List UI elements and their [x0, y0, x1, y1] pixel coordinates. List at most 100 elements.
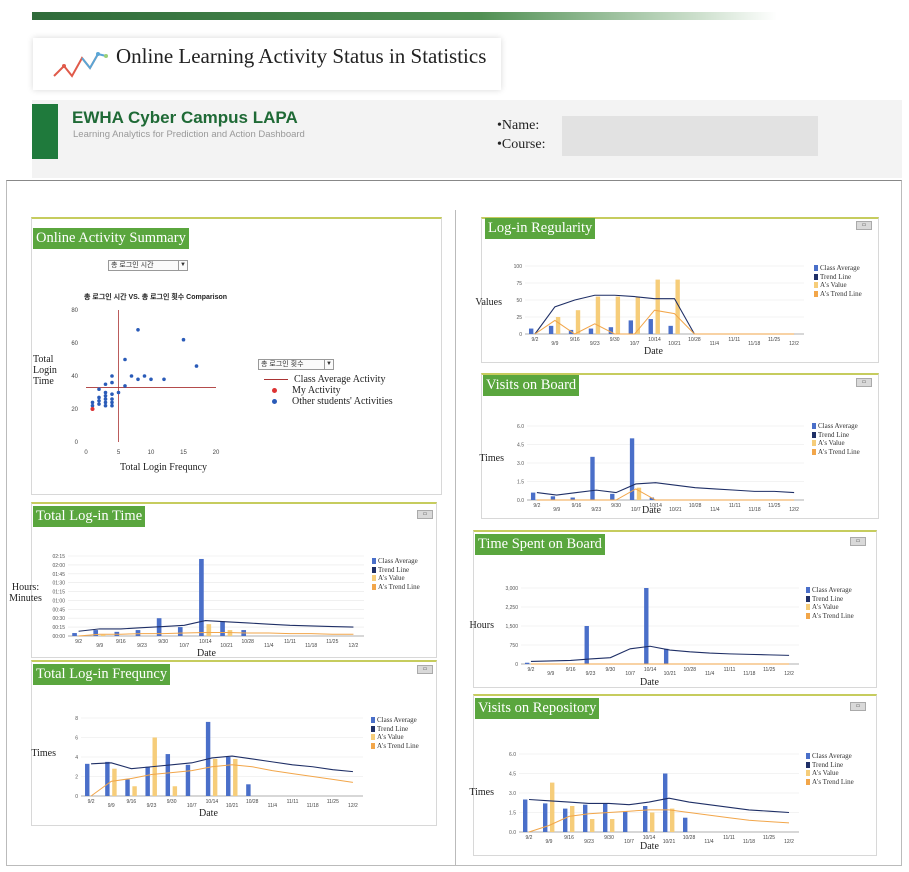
line-trend: [534, 294, 795, 335]
x-tick-label: 10/14: [206, 799, 219, 805]
top-accent-bar: [32, 12, 777, 20]
bar-class-average: [226, 757, 231, 796]
bar-class-average: [628, 320, 634, 334]
legend-text: A's Trend Line: [812, 611, 854, 620]
legend-text: A's Trend Line: [820, 289, 862, 298]
y-tick-label: 01:15: [52, 590, 65, 596]
line-a-trend: [78, 631, 354, 637]
legend-swatch: [372, 575, 376, 582]
bar-a-value: [635, 296, 640, 334]
x-tick-label: 10/7: [179, 643, 189, 649]
x-tick-label: 11/18: [748, 507, 760, 513]
x-tick-label: 11/25: [768, 337, 780, 343]
activity-summary-panel: [31, 217, 442, 495]
y-tick-label: 6: [75, 736, 78, 742]
export-button-icon[interactable]: ▭: [417, 510, 433, 519]
export-button-icon[interactable]: ▭: [850, 702, 866, 711]
y-tick-label: 01:00: [52, 598, 65, 604]
y-tick-label: 4.5: [509, 772, 516, 778]
login-frequency-panel: [31, 660, 437, 826]
time-board-ylabel: Hours: [469, 620, 494, 631]
y-tick-label: 2: [75, 775, 78, 781]
y-tick-label: 4: [75, 755, 78, 761]
bar-class-average: [105, 761, 110, 796]
legend-item-trend: Trend Line: [806, 761, 854, 770]
legend-item-class-avg: Class Average: [372, 557, 420, 566]
bar-a-value: [112, 768, 117, 796]
x-tick-label: 10/7: [625, 671, 635, 677]
legend-text: A's Value: [377, 733, 404, 741]
legend-swatch: [806, 770, 810, 777]
y-tick-label: 00:15: [52, 625, 65, 631]
x-tick-label: 9/23: [591, 507, 601, 513]
y-tick-label: 0: [519, 332, 522, 338]
metric-select-2[interactable]: 총 로그인 횟수 ▼: [258, 359, 334, 370]
legend-item-a-trend: A's Trend Line: [814, 290, 862, 299]
x-tick-label: 9/2: [533, 503, 540, 509]
line-trend: [536, 482, 795, 496]
x-tick-label: 11/18: [748, 341, 760, 347]
x-tick-label: 9/23: [137, 643, 147, 649]
bar-class-average: [72, 633, 77, 636]
regularity-legend: Class Average Trend Line A's Value A's Tren…: [814, 264, 862, 298]
legend-text: Trend Line: [812, 594, 844, 603]
export-button-icon[interactable]: ▭: [856, 378, 872, 387]
x-tick-label: 10/28: [241, 639, 254, 645]
legend-swatch: [372, 583, 376, 590]
x-tick-label: 10/14: [644, 667, 657, 673]
login-time-ylabel: Hours: Minutes: [9, 582, 42, 604]
bar-class-average: [550, 496, 556, 500]
legend-text: A's Value: [812, 769, 839, 777]
bar-a-value: [615, 296, 621, 334]
y-tick-label: 02:00: [52, 563, 65, 569]
y-tick-label: 00:30: [52, 616, 65, 622]
legend-swatch: [806, 604, 810, 611]
bar-class-average: [603, 803, 608, 832]
x-tick-label: 0: [84, 450, 88, 456]
bar-class-average: [85, 763, 90, 796]
bar-class-average: [644, 588, 649, 664]
x-tick-label: 9/9: [547, 671, 554, 677]
export-button-icon[interactable]: ▭: [417, 665, 433, 674]
export-button-icon[interactable]: ▭: [850, 537, 866, 546]
x-tick-label: 12/2: [789, 507, 799, 513]
legend-swatch: [814, 273, 818, 280]
bar-a-value: [675, 279, 680, 334]
legend-swatch: [812, 440, 816, 447]
y-tick-label: 00:45: [52, 607, 65, 613]
scatter-point: [149, 377, 153, 382]
scatter-point: [97, 395, 101, 400]
y-tick-label: 01:45: [52, 572, 65, 578]
y-tick-label: 0: [515, 662, 518, 668]
legend-swatch: [806, 778, 810, 785]
legend-item-trend: Trend Line: [372, 566, 420, 575]
scatter-point: [136, 377, 140, 382]
x-tick-label: 9/30: [158, 639, 168, 645]
chevron-down-icon: ▼: [324, 360, 333, 369]
bar-class-average: [590, 456, 595, 500]
x-tick-label: 12/2: [348, 803, 358, 809]
legend-swatch: [814, 290, 818, 297]
scatter-point: [103, 382, 108, 387]
line-trend: [528, 797, 790, 814]
login-regularity-title: Log-in Regularity: [485, 218, 596, 239]
x-tick-label: 9/23: [584, 839, 594, 845]
login-frequency-title: Total Log-in Frequncy: [33, 664, 171, 685]
bar-a-value: [636, 487, 642, 500]
y-tick-label: 0: [75, 440, 79, 446]
legend-text: Trend Line: [818, 430, 850, 439]
login-time-title: Total Log-in Time: [33, 506, 146, 527]
scatter-point: [110, 403, 114, 408]
legend-swatch: [806, 587, 810, 594]
y-tick-label: 0.0: [509, 830, 516, 836]
metric-select[interactable]: 총 로그인 시간 ▼: [108, 260, 188, 271]
export-button-icon[interactable]: ▭: [856, 221, 872, 230]
regularity-ylabel: Values: [475, 297, 502, 308]
x-tick-label: 10/21: [668, 341, 681, 347]
legend-text: Class Average: [812, 752, 852, 760]
legend-others-text: Other students' Activities: [292, 396, 393, 407]
bar-class-average: [165, 754, 171, 796]
x-tick-label: 9/23: [586, 671, 596, 677]
scatter-point: [90, 400, 95, 405]
bar-class-average: [145, 766, 150, 796]
